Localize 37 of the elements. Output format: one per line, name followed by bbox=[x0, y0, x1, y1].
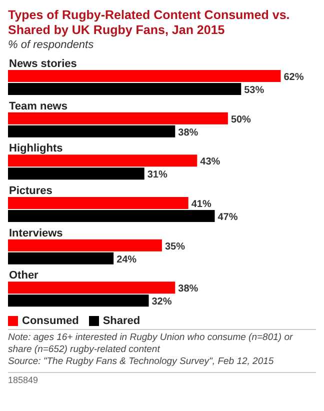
data-label: 38% bbox=[178, 127, 198, 138]
bar bbox=[8, 154, 198, 167]
data-label: 35% bbox=[164, 241, 186, 252]
data-label: 24% bbox=[116, 254, 137, 266]
y-tick-label: Highlights bbox=[9, 142, 63, 155]
legend-label: Shared bbox=[102, 315, 140, 327]
bar bbox=[8, 112, 228, 124]
bar bbox=[8, 282, 176, 294]
bar bbox=[8, 197, 188, 209]
data-label: 47% bbox=[218, 212, 238, 223]
data-label: 53% bbox=[244, 85, 264, 96]
bar bbox=[8, 83, 242, 95]
text: 185849 bbox=[8, 372, 316, 385]
bar bbox=[8, 239, 162, 252]
source-note: Source: "The Rugby Fans & Technology Survey", Feb 12, 2015 bbox=[8, 356, 275, 368]
bar bbox=[8, 294, 149, 307]
data-label: 32% bbox=[152, 296, 172, 308]
chart-subtitle: % of respondents bbox=[8, 39, 95, 51]
data-label: 50% bbox=[230, 114, 252, 126]
y-tick-label: Team news bbox=[9, 100, 68, 112]
y-tick-label: Other bbox=[9, 270, 40, 282]
data-label: 43% bbox=[200, 156, 220, 168]
bar bbox=[8, 70, 281, 82]
bar bbox=[8, 252, 114, 264]
y-tick-label: News stories bbox=[9, 58, 77, 70]
bar bbox=[8, 125, 176, 138]
legend-label: Consumed bbox=[22, 315, 79, 327]
bar bbox=[8, 210, 215, 222]
y-tick-label: Interviews bbox=[9, 227, 63, 240]
data-label: 31% bbox=[147, 170, 168, 181]
bar bbox=[8, 168, 144, 180]
text: Note: ages 16+ interested in Rugby Union who consume (n=801) or share (n=652) rugby-related content bbox=[8, 332, 294, 356]
chart-title: Types of Rugby-Related Content Consumed vs. Shared by UK Rugby Fans, Jan 2015 bbox=[8, 8, 291, 38]
y-tick-label: Pictures bbox=[9, 185, 52, 197]
data-label: 41% bbox=[191, 199, 212, 210]
data-label: 38% bbox=[178, 284, 198, 295]
data-label: 62% bbox=[284, 72, 304, 83]
